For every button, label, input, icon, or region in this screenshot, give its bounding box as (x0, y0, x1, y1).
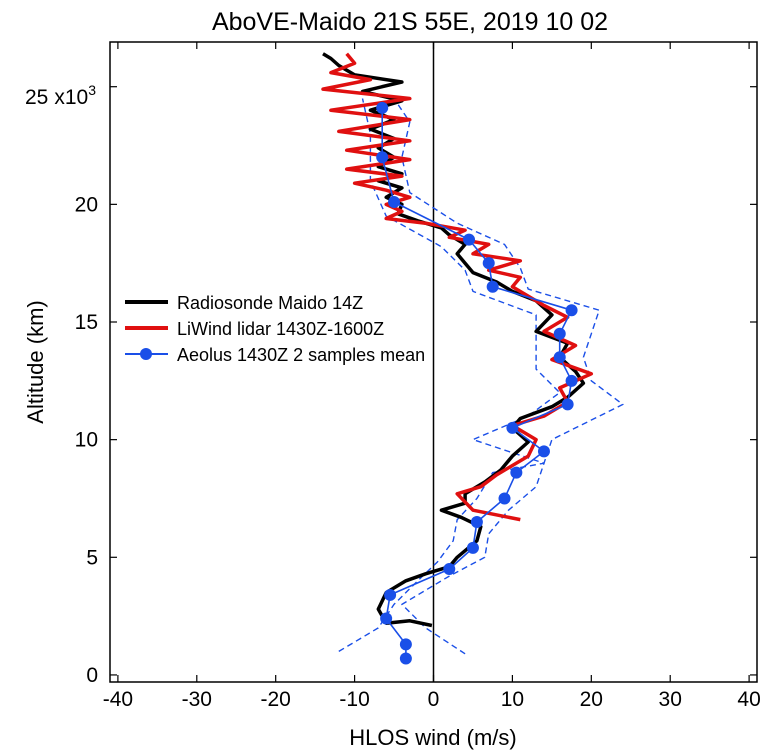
x-tick-label: -10 (339, 688, 369, 711)
y-multiplier-base: x10 (54, 86, 88, 109)
aeolus-point (486, 280, 499, 293)
aeolus-point (498, 492, 511, 505)
x-tick-label: 10 (501, 688, 524, 711)
series-aeolus (381, 107, 573, 659)
aeolus-point (565, 374, 578, 387)
legend-label-aeolus: Aeolus 1430Z 2 samples mean (177, 345, 425, 365)
y-multiplier-exponent: 3 (88, 82, 96, 98)
y-multiplier-prefix: 25 (25, 86, 48, 109)
aeolus-point (466, 541, 479, 554)
aeolus-point (510, 466, 523, 479)
y-tick-label: 20 (75, 193, 98, 216)
x-tick-label: 20 (580, 688, 603, 711)
aeolus-point (380, 612, 393, 625)
aeolus-point (399, 638, 412, 651)
y-tick-label: 0 (86, 664, 98, 687)
x-tick-label: 40 (737, 688, 760, 711)
x-tick-label: -30 (182, 688, 212, 711)
chart-title: AboVE-Maido 21S 55E, 2019 10 02 (212, 8, 608, 36)
aeolus-point (463, 233, 476, 246)
aeolus-point (537, 445, 550, 458)
series-aeolus-dashed-left (338, 98, 561, 653)
aeolus-point (399, 652, 412, 665)
series-layer (321, 52, 624, 665)
aeolus-point (470, 516, 483, 528)
series-aeolus-dashed-right (393, 98, 624, 655)
y-tick-label: 10 (75, 429, 98, 452)
legend-label-radiosonde: Radiosonde Maido 14Z (177, 293, 363, 313)
aeolus-point (443, 563, 456, 576)
x-tick-label: 0 (428, 688, 440, 711)
aeolus-point (384, 588, 397, 601)
x-tick-label: 30 (659, 688, 682, 711)
x-tick-label: -20 (261, 688, 291, 711)
aeolus-point (388, 196, 401, 208)
aeolus-point (482, 257, 495, 270)
legend-label-liwind: LiWind lidar 1430Z-1600Z (177, 319, 384, 339)
y-axis-label: Altitude (km) (23, 300, 48, 423)
aeolus-point (506, 421, 519, 434)
x-axis: -40 -30 -20 -10 0 10 20 30 40 (103, 42, 761, 711)
aeolus-point (565, 304, 578, 317)
series-liwind (321, 52, 594, 522)
legend: Radiosonde Maido 14Z LiWind lidar 1430Z-… (125, 293, 425, 365)
legend-marker-aeolus (140, 348, 152, 360)
y-tick-label: 15 (75, 311, 98, 334)
y-axis: 0 5 10 15 20 (75, 86, 757, 687)
aeolus-point (553, 327, 566, 340)
aeolus-point (376, 151, 389, 164)
aeolus-point (553, 351, 566, 364)
y-tick-label: 5 (86, 546, 98, 569)
aeolus-point (376, 101, 389, 114)
x-axis-label: HLOS wind (m/s) (349, 725, 516, 750)
aeolus-point (561, 398, 574, 411)
x-tick-label: -40 (103, 688, 133, 711)
y-multiplier-label: 25 x103 (25, 82, 96, 109)
